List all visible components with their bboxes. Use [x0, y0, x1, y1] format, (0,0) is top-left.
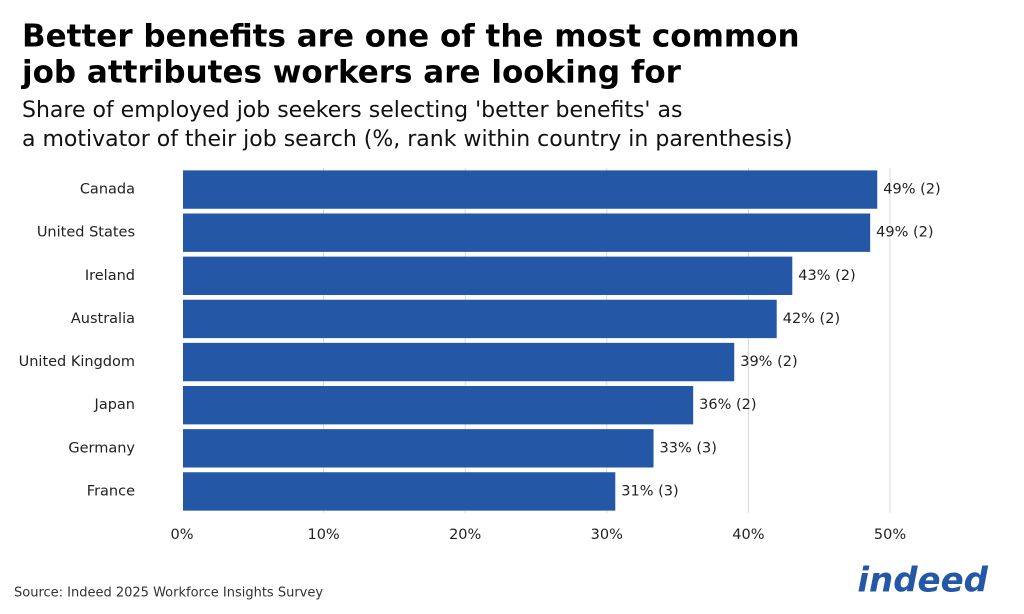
x-tick-label: 0% — [170, 527, 193, 543]
logo: indeed — [857, 561, 988, 601]
bar — [182, 299, 777, 339]
bar — [182, 342, 735, 382]
bar — [182, 385, 694, 425]
y-tick-label: Germany — [68, 440, 135, 456]
chart-title: Better benefits are one of the most comm… — [22, 19, 800, 55]
data-label: 39% (2) — [740, 354, 797, 370]
chart-subtitle: Share of employed job seekers selecting … — [22, 98, 682, 123]
y-tick-label: Australia — [71, 311, 135, 327]
data-label: 43% (2) — [798, 268, 855, 284]
y-tick-label: Japan — [94, 397, 135, 413]
data-label: 33% (3) — [660, 440, 717, 456]
y-tick-label: Ireland — [85, 268, 135, 284]
y-tick-label: Canada — [80, 182, 135, 198]
data-label: 42% (2) — [783, 311, 840, 327]
bar — [182, 170, 878, 209]
bar — [182, 429, 654, 468]
x-tick-label: 50% — [874, 527, 906, 543]
chart-title: job attributes workers are looking for — [20, 55, 682, 91]
x-tick-label: 30% — [591, 527, 623, 543]
data-label: 31% (3) — [621, 483, 678, 499]
data-label: 36% (2) — [699, 397, 756, 413]
y-tick-label: United States — [37, 225, 135, 241]
data-label: 49% (2) — [876, 225, 933, 241]
x-tick-label: 20% — [449, 527, 481, 543]
bar — [182, 213, 871, 252]
x-tick-label: 10% — [307, 527, 339, 543]
bar — [182, 472, 616, 511]
y-tick-label: France — [87, 483, 135, 499]
data-label: 49% (2) — [883, 182, 940, 198]
bar — [182, 256, 793, 296]
chart-subtitle: a motivator of their job search (%, rank… — [22, 127, 793, 152]
y-tick-label: United Kingdom — [19, 354, 135, 370]
x-tick-label: 40% — [732, 527, 764, 543]
source: Source: Indeed 2025 Workforce Insights S… — [14, 586, 323, 601]
